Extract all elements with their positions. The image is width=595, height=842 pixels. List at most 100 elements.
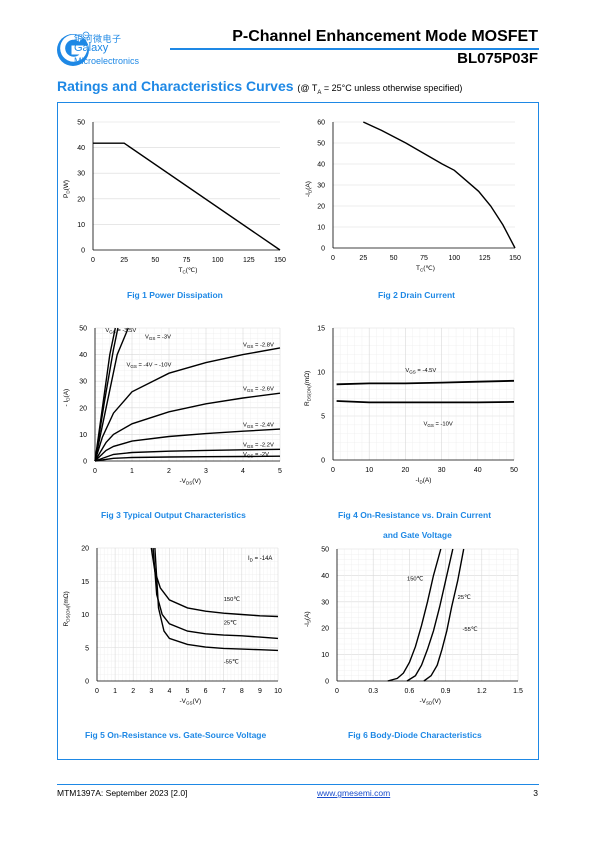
- fig4-x-axis-label: -ID(A): [416, 477, 432, 485]
- fig5-series-1-label: 150℃: [224, 597, 241, 603]
- fig6-xtick-label: 0: [335, 688, 339, 695]
- section-title: Ratings and Characteristics Curves (@ TA…: [57, 78, 462, 96]
- fig2-ytick-label: 20: [317, 204, 325, 211]
- fig1-xtick-label: 25: [120, 257, 128, 264]
- fig3-ytick-label: 0: [83, 459, 87, 466]
- fig3-series-2-label: VGS = -2.2V: [243, 442, 274, 449]
- brand-subname: Microelectronics: [74, 56, 140, 66]
- fig6-series-2-line: [406, 548, 454, 682]
- fig5-series-3-line: [154, 547, 279, 652]
- fig4-caption-line2: and Gate Voltage: [383, 530, 452, 540]
- fig3-series-2-line: [94, 448, 281, 462]
- fig5-ytick-label: 20: [81, 546, 89, 553]
- fig6-caption: Fig 6 Body-Diode Characteristics: [348, 730, 482, 740]
- fig6-series-1-label: 150℃: [407, 577, 424, 583]
- fig4-ytick-label: 5: [321, 414, 325, 421]
- fig1-x-axis-label: TC(℃): [179, 267, 198, 275]
- fig6-series-2-label: 25℃: [458, 595, 471, 601]
- fig3-xtick-label: 0: [93, 468, 97, 475]
- fig6-series-3-line: [423, 548, 465, 682]
- fig3-xtick-label: 1: [130, 468, 134, 475]
- fig4-xtick-label: 50: [510, 467, 518, 474]
- fig5-series-2-label: 25℃: [224, 620, 237, 626]
- fig5-ytick-label: 10: [81, 612, 89, 619]
- fig4-xtick-label: 0: [331, 467, 335, 474]
- fig6-ytick-label: 30: [321, 599, 329, 606]
- fig3-series-8-label: VGS = -3.5V: [105, 328, 136, 335]
- fig4-series-1-line: [336, 379, 515, 386]
- fig4-caption: Fig 4 On-Resistance vs. Drain Current: [338, 510, 492, 520]
- fig6-ytick-label: 40: [321, 573, 329, 580]
- fig4-y-axis-label: RDS(ON)(mΩ): [304, 371, 312, 406]
- fig6-ytick-label: 20: [321, 626, 329, 633]
- fig3-ytick-label: 40: [79, 352, 87, 359]
- fig2-ytick-label: 60: [317, 120, 325, 127]
- footer-website-link[interactable]: www.gmesemi.com: [317, 788, 391, 798]
- fig5-xtick-label: 5: [186, 688, 190, 695]
- fig1-xtick-label: 75: [183, 257, 191, 264]
- fig1-xtick-label: 100: [212, 257, 224, 264]
- fig1-xtick-label: 150: [274, 257, 286, 264]
- fig3-series-4-line: [94, 392, 281, 462]
- fig5-xtick-label: 9: [258, 688, 262, 695]
- fig5-y-axis-label: RDS(ON)(mΩ): [63, 591, 71, 626]
- fig3-ytick-label: 10: [79, 432, 87, 439]
- fig6-xtick-label: 0.9: [441, 688, 451, 695]
- fig1-caption: Fig 1 Power Dissipation: [127, 290, 223, 300]
- fig4-series-2-label: VGS = -10V: [424, 422, 453, 429]
- fig5-xtick-label: 6: [204, 688, 208, 695]
- charts-frame: [57, 102, 539, 760]
- fig2-xtick-label: 50: [390, 255, 398, 262]
- fig6-series-3-label: -55℃: [462, 627, 477, 633]
- fig5-x-axis-label: -VGS(V): [180, 698, 202, 706]
- fig2-xtick-label: 150: [509, 255, 521, 262]
- fig3-caption: Fig 3 Typical Output Characteristics: [101, 510, 246, 520]
- fig2-ytick-label: 30: [317, 183, 325, 190]
- fig2-xtick-label: 25: [359, 255, 367, 262]
- fig4-xtick-label: 10: [365, 467, 373, 474]
- fig5-series-1-line: [150, 547, 279, 618]
- fig3-xtick-label: 5: [278, 468, 282, 475]
- fig4-xtick-label: 20: [402, 467, 410, 474]
- fig3-xtick-label: 3: [204, 468, 208, 475]
- fig5-series-2-line: [152, 547, 279, 640]
- fig2-xtick-label: 75: [420, 255, 428, 262]
- fig4-ytick-label: 15: [317, 326, 325, 333]
- fig2-ytick-label: 40: [317, 162, 325, 169]
- fig4-xtick-label: 40: [474, 467, 482, 474]
- fig1-ytick-label: 20: [77, 196, 85, 203]
- fig5-xtick-label: 2: [131, 688, 135, 695]
- fig4-ytick-label: 0: [321, 458, 325, 465]
- fig5-xtick-label: 10: [274, 688, 282, 695]
- fig5-xtick-label: 8: [240, 688, 244, 695]
- fig5-xtick-label: 0: [95, 688, 99, 695]
- fig3-series-5-line: [94, 347, 281, 462]
- fig5-ytick-label: 15: [81, 579, 89, 586]
- fig3-series-1-line: [94, 455, 281, 462]
- fig3-x-axis-label: -VDS(V): [180, 478, 201, 486]
- fig6-x-axis-label: -VSD(V): [420, 698, 441, 706]
- fig1-ytick-label: 10: [77, 222, 85, 229]
- document-title: P-Channel Enhancement Mode MOSFET: [232, 28, 538, 45]
- fig1-ytick-label: 50: [77, 120, 85, 127]
- fig1-xtick-label: 125: [243, 257, 255, 264]
- fig3-series-3-line: [94, 428, 281, 462]
- footer-page-number: 3: [533, 788, 538, 798]
- fig2-ytick-label: 0: [321, 246, 325, 253]
- footer-divider: [57, 784, 539, 785]
- fig3-series-8-line: [94, 327, 116, 462]
- fig6-ytick-label: 50: [321, 547, 329, 554]
- fig3-ytick-label: 50: [79, 326, 87, 333]
- fig1-ytick-label: 30: [77, 171, 85, 178]
- fig6-series-1-line: [387, 548, 442, 682]
- fig5-xtick-label: 1: [113, 688, 117, 695]
- section-title-text: Ratings and Characteristics Curves: [57, 78, 294, 94]
- fig4-series-2-line: [336, 400, 515, 404]
- fig6-ytick-label: 0: [325, 679, 329, 686]
- fig5-xtick-label: 4: [167, 688, 171, 695]
- fig3-y-axis-label: - ID(A): [63, 389, 71, 407]
- fig2-x-axis-label: TC(℃): [416, 265, 435, 273]
- fig3-xtick-label: 4: [241, 468, 245, 475]
- fig4-series-1-label: VGS = -4.5V: [405, 368, 436, 375]
